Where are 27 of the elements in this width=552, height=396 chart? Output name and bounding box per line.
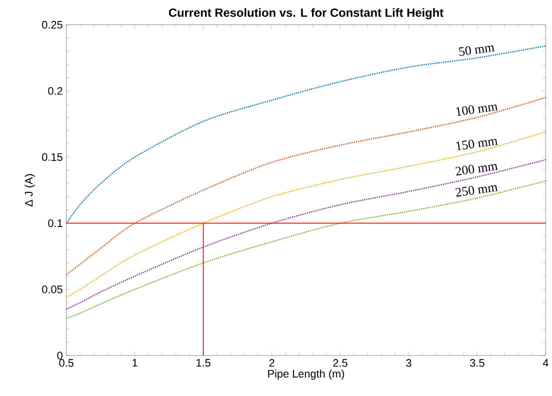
y-tick-label: 0.25: [42, 20, 62, 29]
x-tick-label: 4: [542, 358, 548, 366]
line-series: [66, 131, 546, 298]
text: 50 mm: [458, 45, 495, 56]
x-tick-label: 0.5: [59, 358, 74, 367]
text: 250 mm: [456, 185, 498, 197]
text: 100 mm: [456, 104, 498, 116]
x-tick-label: 2: [269, 358, 274, 367]
line-series: [66, 180, 546, 320]
x-tick-label: 3.5: [470, 358, 484, 367]
y-tick-label: 0.2: [48, 87, 62, 95]
x-tick-label: 3: [406, 358, 412, 367]
x-axis-title: Pipe Length (m): [268, 370, 344, 380]
x-tick-label: 1: [132, 358, 138, 366]
line-series: [66, 45, 546, 224]
y-tick-label: 0.15: [42, 153, 62, 161]
y-tick-label: 0: [57, 352, 62, 360]
x-tick-label: 2.5: [333, 358, 348, 367]
line-series: [66, 159, 546, 310]
text: 150 mm: [456, 138, 498, 150]
y-tick-label: 0.1: [48, 219, 62, 228]
y-tick-label: 0.05: [42, 285, 62, 294]
chart-title: Current Resolution vs. L for Constant Lift Height: [168, 8, 444, 20]
x-tick-label: 1.5: [196, 358, 210, 367]
text: 200 mm: [456, 164, 498, 176]
y-axis-title: Δ J (A): [24, 174, 35, 206]
line-series: [66, 96, 546, 276]
